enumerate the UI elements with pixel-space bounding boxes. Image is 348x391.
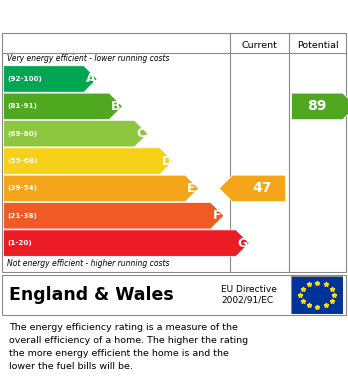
- Polygon shape: [3, 66, 97, 92]
- Text: Not energy efficient - higher running costs: Not energy efficient - higher running co…: [7, 259, 169, 268]
- Text: (1-20): (1-20): [8, 240, 32, 246]
- Polygon shape: [292, 93, 348, 120]
- Text: England & Wales: England & Wales: [9, 286, 173, 304]
- Text: (69-80): (69-80): [8, 131, 38, 137]
- Text: (55-68): (55-68): [8, 158, 38, 164]
- Text: C: C: [136, 127, 145, 140]
- Text: E: E: [187, 182, 196, 195]
- Polygon shape: [3, 93, 122, 120]
- Polygon shape: [3, 148, 173, 174]
- Text: EU Directive
2002/91/EC: EU Directive 2002/91/EC: [221, 285, 277, 305]
- Text: 47: 47: [253, 181, 272, 196]
- Polygon shape: [219, 175, 285, 202]
- Text: Energy Efficiency Rating: Energy Efficiency Rating: [10, 9, 232, 23]
- Text: (92-100): (92-100): [8, 76, 42, 82]
- Polygon shape: [3, 120, 148, 147]
- Text: G: G: [238, 237, 248, 249]
- Text: B: B: [111, 100, 120, 113]
- Text: Potential: Potential: [298, 41, 339, 50]
- Text: 89: 89: [308, 99, 327, 113]
- Polygon shape: [3, 230, 249, 256]
- Text: The energy efficiency rating is a measure of the
overall efficiency of a home. T: The energy efficiency rating is a measur…: [9, 323, 248, 371]
- Text: Current: Current: [241, 41, 277, 50]
- Text: F: F: [212, 209, 221, 222]
- Polygon shape: [3, 203, 224, 229]
- Text: D: D: [162, 154, 172, 167]
- Text: (39-54): (39-54): [8, 185, 38, 192]
- Polygon shape: [3, 175, 198, 202]
- Text: Very energy efficient - lower running costs: Very energy efficient - lower running co…: [7, 54, 169, 63]
- Text: A: A: [86, 72, 95, 86]
- Text: (21-38): (21-38): [8, 213, 38, 219]
- Text: (81-91): (81-91): [8, 103, 38, 109]
